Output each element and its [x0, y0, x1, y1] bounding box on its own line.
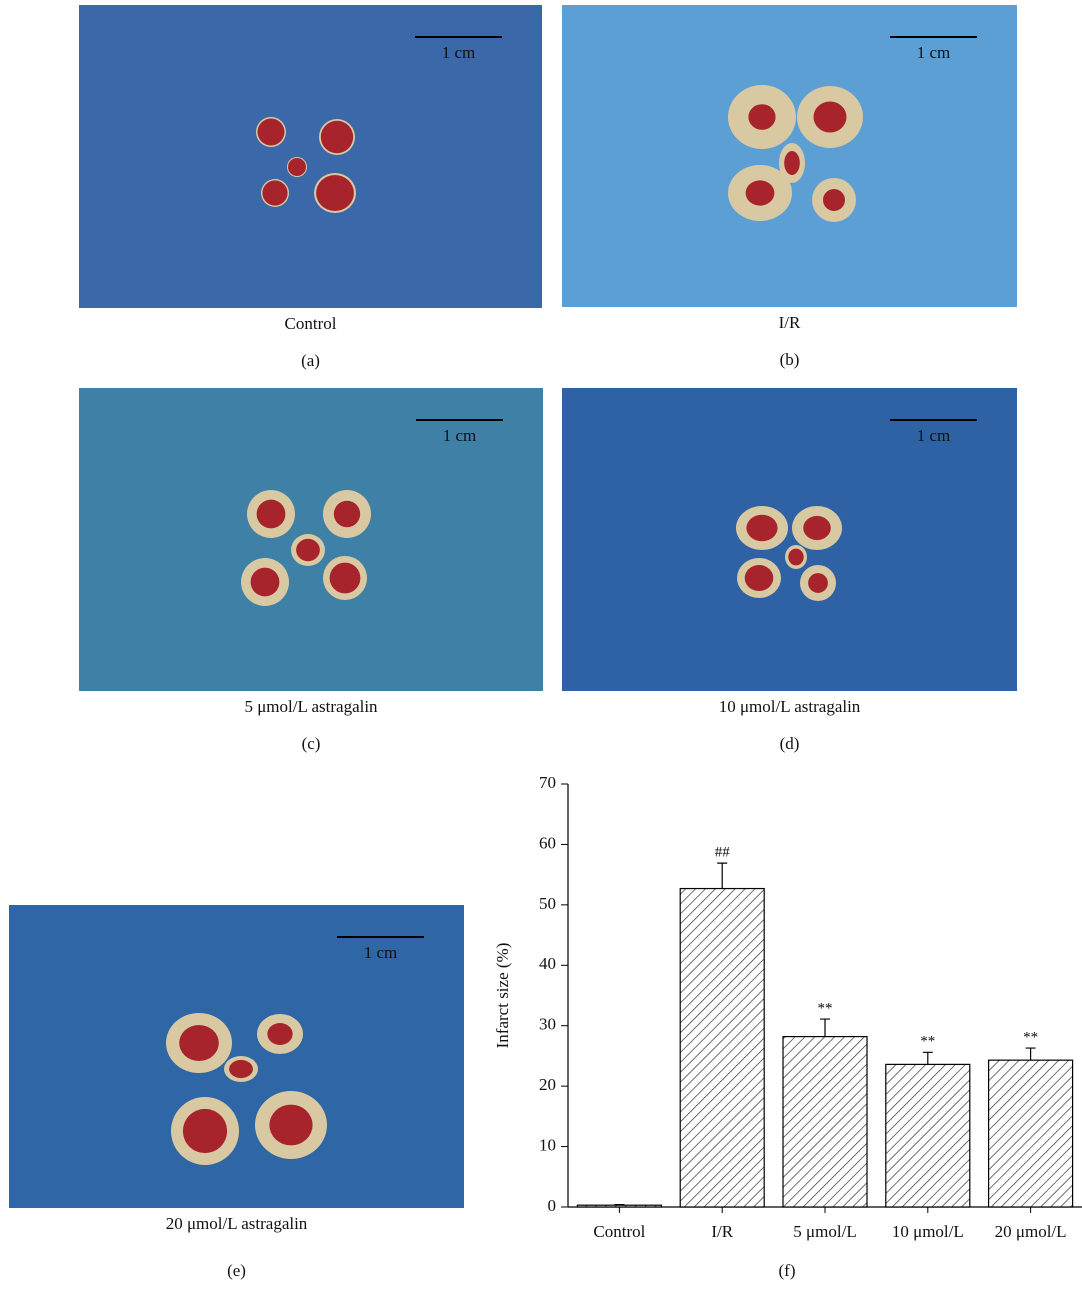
scale-label: 1 cm — [917, 43, 951, 62]
y-tick-label: 50 — [539, 894, 556, 913]
stained-area — [258, 119, 285, 146]
stained-area — [288, 158, 306, 176]
stained-area — [334, 501, 360, 527]
bar — [577, 1205, 661, 1207]
significance-mark: ** — [1023, 1030, 1038, 1046]
stained-area — [316, 175, 354, 211]
panel-caption: Control — [285, 314, 337, 333]
error-bar — [923, 1052, 933, 1064]
stained-area — [262, 180, 287, 205]
panel-label: (c) — [302, 734, 321, 753]
photo-panel: 1 cm — [79, 388, 543, 691]
stained-area — [296, 539, 320, 561]
stained-area — [748, 104, 775, 130]
error-bar — [717, 863, 727, 888]
figure: 1 cm Control (a) 1 cm I/R (b) 1 cm 5 μmol/L ast… — [0, 0, 1082, 1284]
scale-label: 1 cm — [443, 426, 477, 445]
error-bar — [614, 1205, 624, 1206]
error-bar — [820, 1019, 830, 1037]
scale-label: 1 cm — [917, 426, 951, 445]
stained-area — [745, 565, 774, 591]
significance-mark: ** — [818, 1001, 833, 1017]
stained-area — [808, 573, 828, 593]
panel-caption: I/R — [779, 313, 801, 332]
stained-area — [229, 1060, 253, 1078]
error-bar — [1026, 1048, 1036, 1060]
y-tick-label: 20 — [539, 1075, 556, 1094]
scale-label: 1 cm — [442, 43, 476, 62]
photo-panel: 1 cm — [79, 5, 542, 308]
panel-label: (d) — [780, 734, 800, 753]
panel-caption: 20 μmol/L astragalin — [166, 1214, 308, 1233]
stained-area — [823, 189, 845, 211]
panel-caption: 10 μmol/L astragalin — [719, 697, 861, 716]
stained-area — [267, 1023, 292, 1045]
bar — [783, 1037, 867, 1207]
panel-label: (b) — [780, 350, 800, 369]
stained-area — [803, 516, 831, 540]
scale-label: 1 cm — [364, 943, 398, 962]
y-tick-label: 60 — [539, 833, 556, 852]
stained-area — [814, 102, 847, 133]
panel-label: (f) — [779, 1261, 796, 1280]
stained-area — [330, 563, 361, 594]
stained-area — [746, 515, 777, 541]
stained-area — [251, 568, 280, 597]
x-tick-label: Control — [593, 1222, 645, 1241]
panel-label: (e) — [227, 1261, 246, 1280]
y-tick-label: 40 — [539, 954, 556, 973]
bar — [680, 889, 764, 1207]
stained-area — [746, 180, 775, 205]
stained-area — [179, 1025, 219, 1061]
stained-area — [321, 121, 353, 153]
x-tick-label: I/R — [711, 1222, 733, 1241]
bar — [886, 1064, 970, 1207]
panel-label: (a) — [301, 351, 320, 370]
photo-panel: 1 cm — [562, 388, 1017, 691]
y-tick-label: 0 — [548, 1196, 557, 1215]
y-tick-label: 70 — [539, 773, 556, 792]
stained-area — [788, 549, 803, 566]
photo-panel: 1 cm — [562, 5, 1017, 307]
stained-area — [257, 500, 286, 529]
significance-mark: ** — [920, 1034, 935, 1050]
y-axis-label: Infarct size (%) — [493, 943, 512, 1049]
stained-area — [183, 1109, 227, 1153]
y-tick-label: 10 — [539, 1135, 556, 1154]
stained-area — [269, 1105, 312, 1146]
photo-panel: 1 cm — [9, 905, 464, 1208]
significance-mark: ## — [715, 845, 731, 861]
y-tick-label: 30 — [539, 1015, 556, 1034]
panel-caption: 5 μmol/L astragalin — [244, 697, 378, 716]
x-tick-label: 10 μmol/L — [892, 1222, 964, 1241]
bar — [989, 1060, 1073, 1207]
x-tick-label: 20 μmol/L — [995, 1222, 1067, 1241]
x-tick-label: 5 μmol/L — [793, 1222, 856, 1241]
stained-area — [784, 151, 800, 175]
